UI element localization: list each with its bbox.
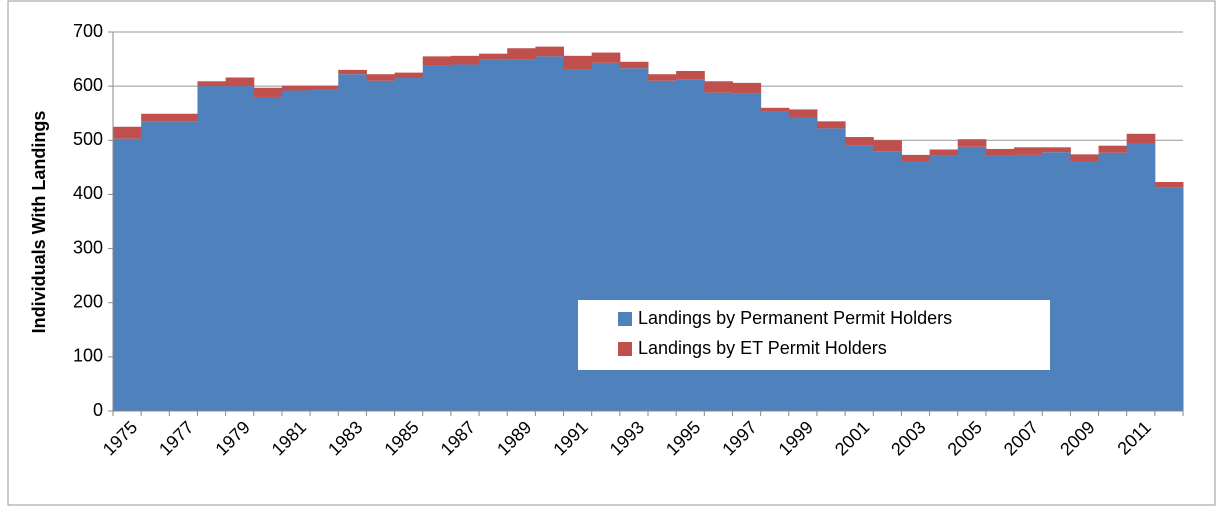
bar-segment bbox=[648, 74, 677, 81]
y-axis-label: Individuals With Landings bbox=[29, 111, 49, 334]
bar-segment bbox=[338, 69, 367, 75]
bar-segment bbox=[141, 121, 170, 411]
bar-segment bbox=[929, 155, 959, 411]
bar-segment bbox=[901, 161, 931, 411]
bar-segment bbox=[929, 149, 959, 156]
bar-segment bbox=[816, 121, 846, 129]
legend-label: Landings by Permanent Permit Holders bbox=[638, 308, 952, 328]
bar-segment bbox=[338, 74, 367, 411]
bar-segment bbox=[985, 155, 1015, 411]
y-tick-label: 300 bbox=[73, 237, 103, 257]
bar-segment bbox=[366, 74, 396, 81]
bar-segment bbox=[253, 96, 283, 411]
bar-segment bbox=[281, 85, 311, 91]
bar-segment bbox=[225, 77, 255, 87]
bar-segment bbox=[1154, 181, 1184, 188]
bar-segment bbox=[281, 90, 311, 411]
bar-segment bbox=[169, 113, 198, 122]
bar-segment bbox=[394, 78, 424, 412]
bar-segment bbox=[957, 139, 987, 147]
bar-segment bbox=[310, 85, 339, 90]
bar-segment bbox=[873, 140, 902, 152]
y-tick-label: 200 bbox=[73, 291, 103, 311]
bar-segment bbox=[422, 56, 452, 66]
y-tick-label: 600 bbox=[73, 75, 103, 95]
bar-segment bbox=[197, 86, 227, 412]
bar-segment bbox=[676, 70, 705, 80]
bar-segment bbox=[1098, 145, 1128, 153]
bar-segment bbox=[169, 121, 198, 411]
bar-segment bbox=[1042, 152, 1071, 411]
bar-segment bbox=[394, 72, 424, 79]
y-tick-label: 700 bbox=[73, 21, 103, 41]
bar-segment bbox=[113, 126, 142, 139]
bar-segment bbox=[1070, 161, 1100, 411]
bar-segment bbox=[507, 48, 536, 60]
bar-segment bbox=[1042, 147, 1071, 153]
bar-segment bbox=[704, 81, 733, 93]
bar-segment bbox=[479, 59, 508, 411]
bar-segment bbox=[366, 80, 396, 411]
bar-segment bbox=[985, 148, 1015, 156]
legend-label: Landings by ET Permit Holders bbox=[638, 338, 887, 358]
bar-segment bbox=[1098, 152, 1128, 411]
bar-segment bbox=[1014, 147, 1043, 155]
bar-segment bbox=[507, 59, 536, 411]
bar-segment bbox=[197, 81, 227, 87]
bar-segment bbox=[225, 86, 255, 412]
bar-segment bbox=[957, 146, 987, 412]
bar-segment bbox=[310, 89, 339, 411]
bar-segment bbox=[845, 137, 874, 146]
bar-segment bbox=[253, 87, 283, 97]
bar-segment bbox=[141, 113, 170, 122]
bar-segment bbox=[901, 154, 931, 162]
bar-segment bbox=[479, 53, 508, 60]
bar-segment bbox=[450, 64, 480, 411]
bar-segment bbox=[619, 61, 649, 69]
legend-swatch bbox=[618, 342, 632, 356]
y-tick-label: 400 bbox=[73, 183, 103, 203]
bar-segment bbox=[535, 46, 565, 57]
bar-segment bbox=[1014, 154, 1043, 411]
bar-segment bbox=[1070, 154, 1100, 162]
bar-segment bbox=[422, 65, 452, 411]
bar-segment bbox=[1126, 133, 1156, 143]
bar-segment bbox=[732, 82, 762, 94]
bar-segment bbox=[788, 109, 818, 118]
legend-box bbox=[578, 300, 1050, 370]
legend-swatch bbox=[618, 312, 632, 326]
bar-segment bbox=[450, 55, 480, 65]
bar-segment bbox=[1154, 187, 1184, 411]
bar-segment bbox=[113, 138, 142, 411]
y-tick-label: 0 bbox=[93, 400, 103, 420]
bar-segment bbox=[760, 107, 790, 112]
bar-segment bbox=[873, 151, 902, 411]
bar-segment bbox=[1126, 142, 1156, 411]
bar-segment bbox=[845, 145, 874, 411]
bar-segment bbox=[563, 55, 593, 70]
y-tick-label: 100 bbox=[73, 346, 103, 366]
bar-segment bbox=[535, 56, 565, 411]
bar-segment bbox=[591, 52, 621, 63]
y-tick-label: 500 bbox=[73, 129, 103, 149]
